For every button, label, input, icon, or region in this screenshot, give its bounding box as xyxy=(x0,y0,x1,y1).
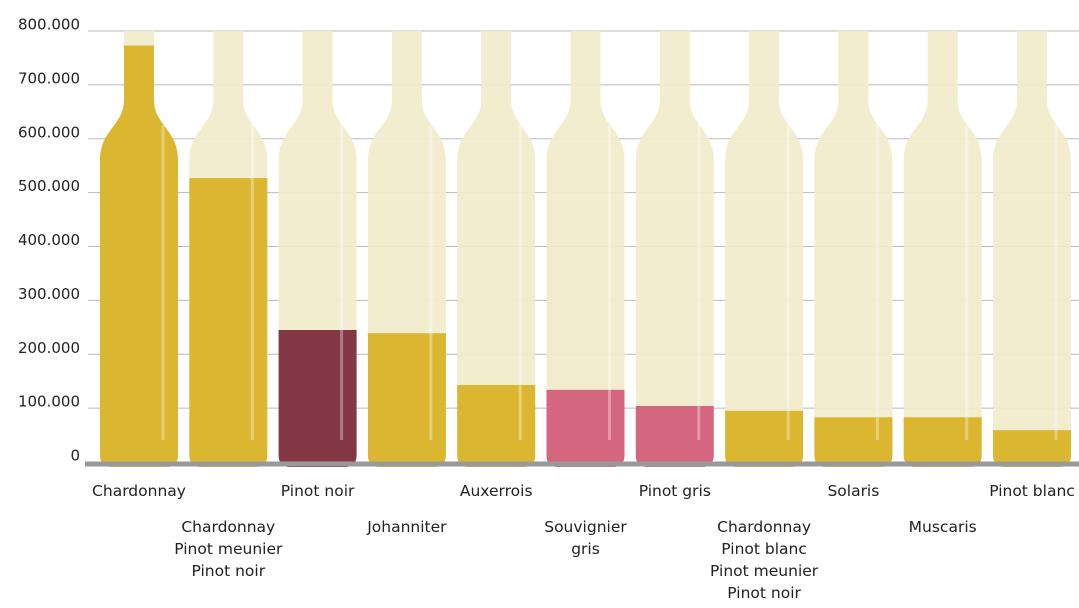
bottle xyxy=(814,31,893,467)
y-tick-label: 700.000 xyxy=(18,69,80,87)
bar xyxy=(457,384,536,467)
bottle xyxy=(903,31,982,467)
x-tick-label: Chardonnay Pinot blanc Pinot meunier Pin… xyxy=(710,518,819,602)
x-tick-label: Auxerrois xyxy=(459,482,533,500)
y-tick-label: 500.000 xyxy=(18,177,80,195)
bottle xyxy=(546,31,625,467)
bar xyxy=(903,417,982,467)
x-tick-label: Chardonnay xyxy=(92,482,186,500)
bar xyxy=(100,45,178,467)
bar xyxy=(635,405,714,467)
x-tick-label: Pinot blanc xyxy=(989,482,1075,500)
y-tick-label: 300.000 xyxy=(18,285,80,303)
bottle xyxy=(993,31,1071,467)
x-tick-label: Pinot gris xyxy=(638,482,711,500)
bar xyxy=(189,178,268,467)
bar xyxy=(278,330,357,467)
x-tick-label: Chardonnay Pinot meunier Pinot noir xyxy=(174,518,283,580)
y-tick-label: 800.000 xyxy=(18,16,80,34)
y-tick-label: 600.000 xyxy=(18,123,80,141)
bar xyxy=(546,389,625,467)
x-tick-label: Muscaris xyxy=(908,518,977,536)
bottle xyxy=(725,31,804,467)
x-tick-label: Pinot noir xyxy=(280,482,355,500)
bar xyxy=(814,417,893,467)
x-tick-label: Johanniter xyxy=(367,518,447,536)
bar xyxy=(367,333,446,467)
bottle xyxy=(457,31,536,467)
y-tick-label: 200.000 xyxy=(18,339,80,357)
y-tick-label: 100.000 xyxy=(18,393,80,411)
bar xyxy=(725,410,804,467)
x-tick-label: Souvignier gris xyxy=(544,518,627,558)
bottle xyxy=(635,31,714,467)
x-tick-label: Solaris xyxy=(827,482,880,500)
y-tick-label: 0 xyxy=(70,447,80,465)
bar xyxy=(993,430,1071,467)
y-tick-label: 400.000 xyxy=(18,231,80,249)
